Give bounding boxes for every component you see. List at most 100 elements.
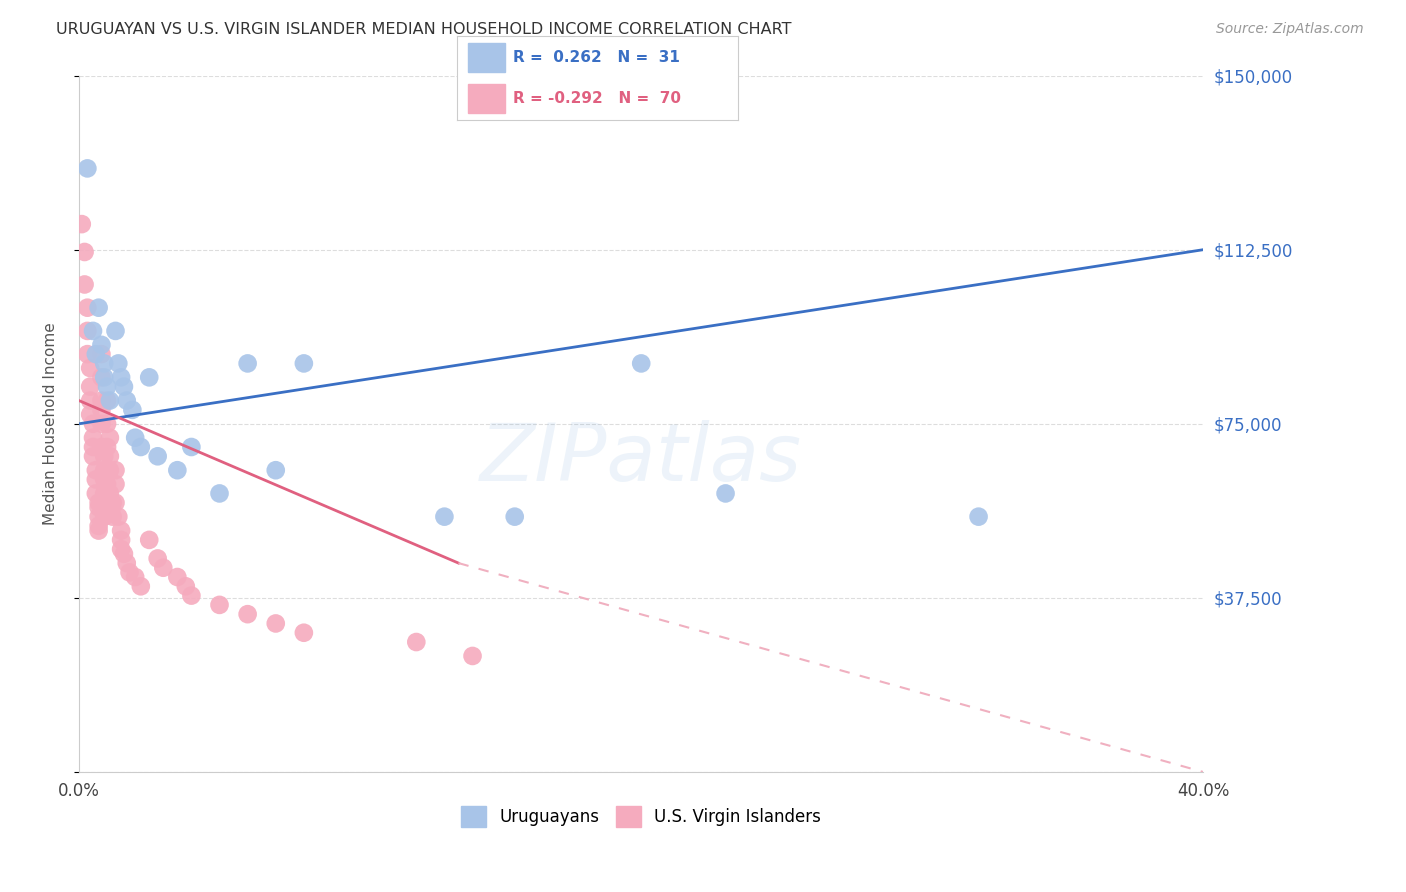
Point bbox=[82, 417, 104, 431]
Point bbox=[73, 277, 96, 292]
Point bbox=[104, 463, 127, 477]
Point bbox=[90, 417, 112, 431]
Point bbox=[96, 477, 118, 491]
Point bbox=[146, 450, 169, 464]
Point bbox=[146, 551, 169, 566]
Point bbox=[90, 338, 112, 352]
Point bbox=[180, 440, 202, 454]
Point bbox=[208, 486, 231, 500]
Point bbox=[96, 463, 118, 477]
Point bbox=[93, 356, 115, 370]
Point bbox=[174, 579, 197, 593]
Point bbox=[93, 509, 115, 524]
Point bbox=[76, 347, 98, 361]
Point bbox=[96, 417, 118, 431]
Point bbox=[96, 496, 118, 510]
Y-axis label: Median Household Income: Median Household Income bbox=[44, 322, 58, 525]
Legend: Uruguayans, U.S. Virgin Islanders: Uruguayans, U.S. Virgin Islanders bbox=[454, 800, 828, 833]
Point bbox=[76, 324, 98, 338]
Point bbox=[967, 509, 990, 524]
Point bbox=[112, 379, 135, 393]
Point bbox=[110, 370, 132, 384]
Point bbox=[84, 473, 107, 487]
Point bbox=[115, 393, 138, 408]
Text: R =  0.262   N =  31: R = 0.262 N = 31 bbox=[513, 50, 681, 65]
Point bbox=[79, 379, 101, 393]
Point bbox=[208, 598, 231, 612]
Point bbox=[93, 370, 115, 384]
Point bbox=[90, 347, 112, 361]
Point bbox=[110, 542, 132, 557]
Point bbox=[96, 379, 118, 393]
Point bbox=[101, 496, 124, 510]
Point bbox=[107, 509, 129, 524]
Point bbox=[104, 496, 127, 510]
Point bbox=[107, 356, 129, 370]
Point bbox=[405, 635, 427, 649]
Point bbox=[87, 519, 110, 533]
Point bbox=[124, 570, 146, 584]
Text: Source: ZipAtlas.com: Source: ZipAtlas.com bbox=[1216, 22, 1364, 37]
Point bbox=[714, 486, 737, 500]
Point bbox=[118, 566, 141, 580]
Point bbox=[84, 463, 107, 477]
Point bbox=[101, 509, 124, 524]
Point bbox=[264, 463, 287, 477]
Point bbox=[98, 450, 121, 464]
Point bbox=[90, 402, 112, 417]
Point bbox=[433, 509, 456, 524]
Point bbox=[503, 509, 526, 524]
Point bbox=[82, 440, 104, 454]
Point bbox=[110, 533, 132, 547]
Point bbox=[104, 477, 127, 491]
Point bbox=[264, 616, 287, 631]
Text: URUGUAYAN VS U.S. VIRGIN ISLANDER MEDIAN HOUSEHOLD INCOME CORRELATION CHART: URUGUAYAN VS U.S. VIRGIN ISLANDER MEDIAN… bbox=[56, 22, 792, 37]
Point bbox=[121, 402, 143, 417]
Point bbox=[93, 450, 115, 464]
Bar bbox=[468, 84, 505, 112]
Point bbox=[93, 496, 115, 510]
Point bbox=[82, 324, 104, 338]
Point bbox=[236, 607, 259, 622]
Point bbox=[98, 393, 121, 408]
Point bbox=[76, 161, 98, 176]
Point bbox=[98, 463, 121, 477]
Point bbox=[87, 524, 110, 538]
Point bbox=[129, 579, 152, 593]
Point bbox=[292, 625, 315, 640]
Point bbox=[110, 524, 132, 538]
Point bbox=[79, 408, 101, 422]
Point bbox=[166, 463, 188, 477]
Point bbox=[93, 486, 115, 500]
Point bbox=[115, 556, 138, 570]
Point bbox=[84, 486, 107, 500]
Point bbox=[84, 347, 107, 361]
Point bbox=[82, 450, 104, 464]
Point bbox=[152, 560, 174, 574]
Point bbox=[87, 509, 110, 524]
Point bbox=[70, 217, 93, 231]
Text: R = -0.292   N =  70: R = -0.292 N = 70 bbox=[513, 91, 681, 106]
Point bbox=[98, 486, 121, 500]
Point bbox=[180, 589, 202, 603]
Point bbox=[93, 473, 115, 487]
Point bbox=[138, 370, 160, 384]
Point bbox=[90, 393, 112, 408]
Point bbox=[112, 547, 135, 561]
Point bbox=[166, 570, 188, 584]
Point bbox=[124, 431, 146, 445]
Point bbox=[82, 431, 104, 445]
Point bbox=[79, 361, 101, 376]
Point bbox=[96, 440, 118, 454]
Point bbox=[104, 324, 127, 338]
Point bbox=[90, 370, 112, 384]
Bar bbox=[468, 44, 505, 72]
Text: ZIPatlas: ZIPatlas bbox=[481, 419, 803, 498]
Point bbox=[76, 301, 98, 315]
Point bbox=[98, 431, 121, 445]
Point bbox=[87, 301, 110, 315]
Point bbox=[73, 244, 96, 259]
Point bbox=[461, 648, 484, 663]
Point bbox=[96, 393, 118, 408]
Point bbox=[87, 496, 110, 510]
